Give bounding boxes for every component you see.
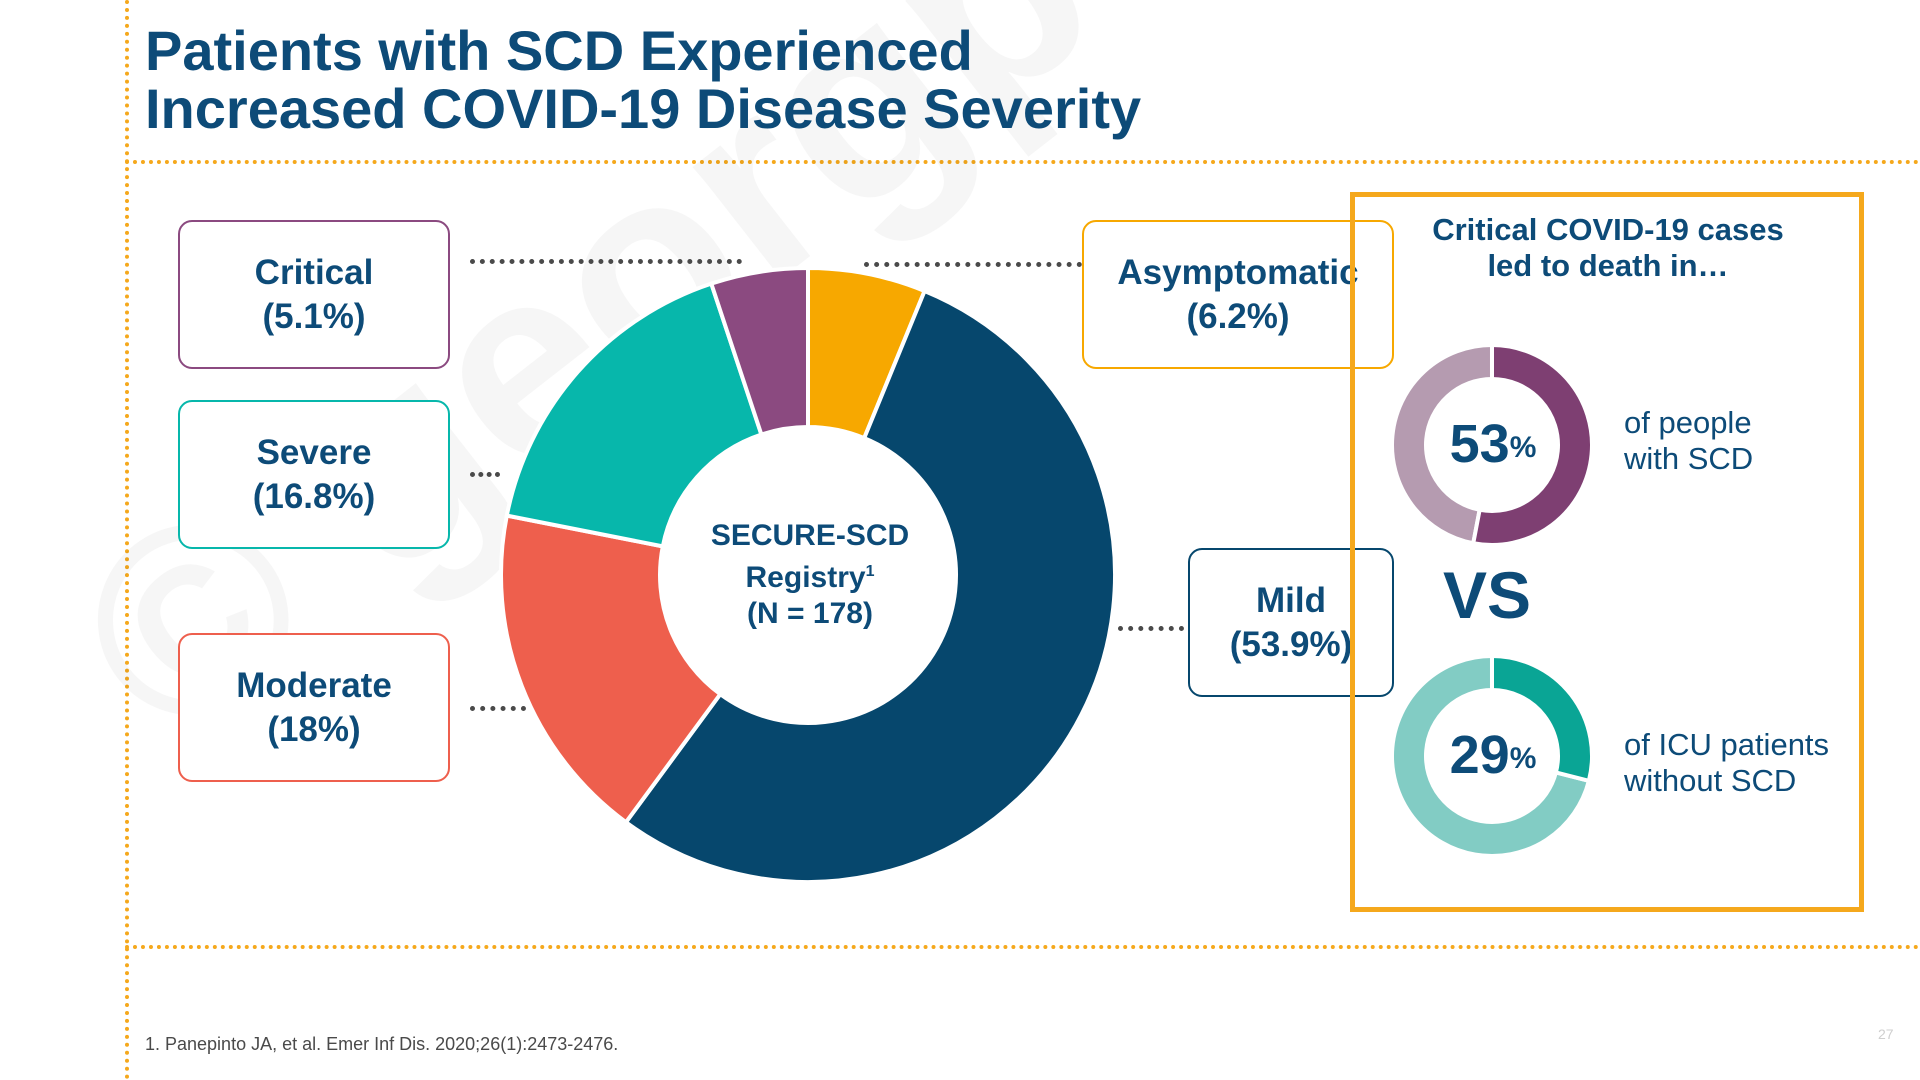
legend-value-asymptomatic: (6.2%) [1186,296,1290,336]
legend-name-severe: Severe [256,432,372,472]
icu-death-value: 29 [1449,725,1510,785]
legend-box-mild: Mild (53.9%) [1188,548,1394,697]
donut-slice-mild [623,288,1117,884]
icu-death-donut [1390,653,1594,858]
legend-value-moderate: (18%) [267,709,361,749]
legend-name-moderate: Moderate [236,665,392,705]
scd-desc-line-1: of people [1624,405,1752,440]
footnote: 1. Panepinto JA, et al. Emer Inf Dis. 20… [145,1034,619,1054]
small-donut-2-value-arc [1490,653,1594,784]
icu-percent-symbol: % [1509,742,1537,775]
leader-line-mild [1118,626,1184,631]
legend-box-severe: Severe (16.8%) [178,400,450,549]
small-donut-2-track [1390,653,1592,858]
legend-value-critical: (5.1%) [262,296,366,336]
donut-slice-critical [708,265,810,438]
icu-death-description: of ICU patients without SCD [1624,727,1829,799]
scd-death-donut [1390,342,1594,547]
leader-line-critical [470,259,742,264]
donut-slice-severe [504,281,764,549]
donut-center-label: SECURE-SCD Registry1 (N = 178) [650,518,970,632]
small-donut-1-value-arc [1470,342,1594,547]
icu-desc-line-1: of ICU patients [1624,727,1830,762]
scd-death-description: of people with SCD [1624,405,1753,477]
center-label-footnote-ref: 1 [865,563,875,580]
death-comparison-panel [1350,192,1864,912]
top-dotted-divider [125,160,1920,164]
center-label-registry: Registry [745,561,866,594]
legend-box-asymptomatic: Asymptomatic (6.2%) [1082,220,1394,369]
vertical-dotted-border [125,0,129,1080]
scd-death-value: 53 [1449,414,1510,474]
center-label-line-3: (N = 178) [747,597,873,630]
panel-title-line-2: led to death in… [1487,248,1729,283]
page-number: 27 [1878,1026,1894,1042]
scd-desc-line-2: with SCD [1624,441,1754,476]
leader-line-moderate [470,706,526,711]
donut-slice-moderate [499,513,724,826]
slide-title-line-1: Patients with SCD Experienced [145,19,973,82]
leader-line-severe [470,472,500,477]
legend-value-severe: (16.8%) [252,476,376,516]
scd-percent-symbol: % [1509,431,1537,464]
slide-title: Patients with SCD Experienced Increased … [145,22,1141,138]
leader-line-asymptomatic [864,262,1082,267]
legend-value-mild: (53.9%) [1229,624,1353,664]
panel-title-line-1: Critical COVID-19 cases [1432,212,1784,247]
legend-box-moderate: Moderate (18%) [178,633,450,782]
small-donut-1-track [1390,342,1494,546]
versus-label: VS [1443,558,1532,632]
slide-title-line-2: Increased COVID-19 Disease Severity [145,77,1142,140]
icu-desc-line-2: without SCD [1624,763,1797,798]
legend-box-critical: Critical (5.1%) [178,220,450,369]
panel-title: Critical COVID-19 cases led to death in… [1380,212,1836,284]
center-label-line-2: Registry1 [650,554,970,596]
center-label-line-1: SECURE-SCD [710,519,910,552]
legend-name-asymptomatic: Asymptomatic [1117,252,1359,292]
legend-name-critical: Critical [254,252,374,292]
icu-death-percent: 29% [1388,725,1598,785]
legend-name-mild: Mild [1256,580,1326,620]
bottom-dotted-divider [125,945,1920,949]
severity-donut-chart [499,265,1117,884]
scd-death-percent: 53% [1388,414,1598,474]
